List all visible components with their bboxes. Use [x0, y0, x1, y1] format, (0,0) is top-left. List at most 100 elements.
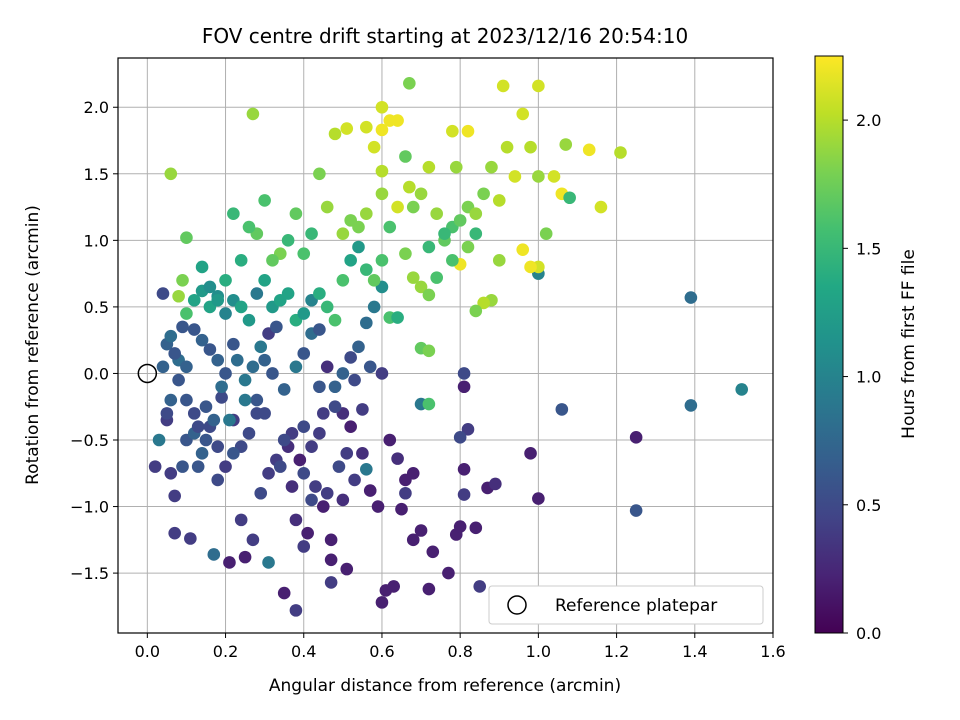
- data-point: [414, 280, 428, 294]
- data-point: [324, 533, 338, 547]
- data-point: [242, 427, 256, 440]
- data-point: [348, 373, 361, 387]
- data-point: [289, 207, 303, 221]
- y-tick-label: 1.0: [84, 231, 109, 250]
- data-point: [336, 367, 350, 380]
- data-point: [539, 227, 553, 240]
- x-tick-label: 0.6: [369, 642, 394, 661]
- data-point: [477, 187, 490, 201]
- data-point: [227, 337, 240, 351]
- colorbar-tick-label: 0.0: [856, 624, 881, 643]
- data-point: [328, 400, 342, 414]
- data-point: [363, 484, 377, 497]
- data-point: [164, 466, 178, 480]
- data-point: [563, 191, 576, 205]
- data-point: [289, 513, 303, 527]
- plot-frame: [117, 57, 774, 634]
- data-point: [246, 360, 260, 374]
- data-point: [270, 320, 283, 334]
- data-point: [457, 488, 471, 501]
- data-point: [219, 307, 232, 320]
- data-point: [449, 160, 463, 174]
- data-point: [184, 532, 197, 545]
- data-point: [180, 307, 193, 320]
- data-point: [391, 311, 404, 324]
- data-point: [219, 367, 232, 380]
- data-point: [277, 586, 291, 600]
- x-tick-label: 1.2: [604, 642, 629, 661]
- data-point: [285, 480, 299, 493]
- legend-marker: [507, 595, 527, 615]
- y-tick-label: −1.5: [70, 564, 109, 583]
- data-point: [219, 273, 232, 287]
- data-point: [344, 214, 357, 227]
- x-tick-label: 0.4: [291, 642, 316, 661]
- data-point: [328, 380, 342, 394]
- reference-marker: [137, 363, 158, 384]
- data-point: [469, 207, 483, 221]
- data-point: [289, 604, 303, 617]
- legend: Reference platepar: [488, 585, 764, 625]
- data-point: [297, 247, 311, 260]
- data-point: [324, 553, 338, 567]
- data-point: [442, 566, 455, 580]
- data-point: [215, 391, 228, 404]
- data-point: [320, 360, 334, 374]
- data-point: [234, 254, 248, 267]
- data-point: [273, 460, 287, 473]
- data-point: [375, 164, 389, 178]
- data-point: [406, 200, 420, 214]
- reference-platepar-marker: [137, 363, 158, 384]
- data-point: [422, 397, 436, 411]
- data-point: [457, 367, 471, 380]
- data-point: [336, 273, 350, 287]
- data-point: [238, 393, 252, 407]
- data-point: [172, 373, 185, 387]
- data-point: [297, 540, 311, 553]
- data-point: [281, 287, 295, 300]
- data-point: [446, 254, 459, 267]
- data-point: [254, 340, 268, 354]
- data-point: [191, 420, 205, 433]
- data-point: [336, 227, 350, 240]
- data-point: [532, 79, 545, 93]
- data-point: [164, 167, 178, 181]
- data-point: [508, 170, 522, 183]
- data-point: [277, 433, 291, 447]
- data-point: [180, 231, 193, 244]
- data-point: [489, 477, 502, 491]
- data-point: [629, 431, 643, 444]
- data-point: [344, 254, 357, 267]
- data-point: [266, 254, 279, 267]
- data-point: [164, 329, 178, 343]
- data-point: [340, 447, 354, 460]
- data-point: [246, 107, 260, 121]
- data-point: [176, 460, 189, 473]
- data-point: [735, 383, 749, 396]
- data-point: [207, 548, 221, 561]
- data-point: [187, 407, 201, 420]
- colorbar-gradient: [814, 55, 844, 634]
- data-point: [406, 271, 420, 284]
- data-point: [524, 260, 537, 274]
- data-point: [309, 480, 322, 493]
- data-point: [258, 194, 271, 207]
- data-point: [430, 207, 444, 221]
- data-point: [340, 562, 354, 576]
- colorbar: 0.0 0.5 1.0 1.5 2.0 Hours from first FF file: [814, 55, 919, 643]
- data-point: [461, 124, 475, 138]
- data-point: [336, 493, 350, 507]
- data-point: [453, 431, 467, 444]
- colorbar-label: Hours from first FF file: [899, 249, 919, 439]
- y-tick-label: −0.5: [70, 431, 109, 450]
- data-point: [199, 433, 213, 447]
- data-point: [375, 367, 389, 380]
- data-point: [297, 347, 311, 360]
- data-point: [430, 271, 444, 284]
- data-point: [629, 504, 643, 517]
- legend-box: [488, 585, 764, 625]
- data-point: [195, 260, 209, 274]
- data-point: [254, 486, 268, 500]
- data-point: [367, 273, 381, 287]
- data-point: [211, 473, 225, 487]
